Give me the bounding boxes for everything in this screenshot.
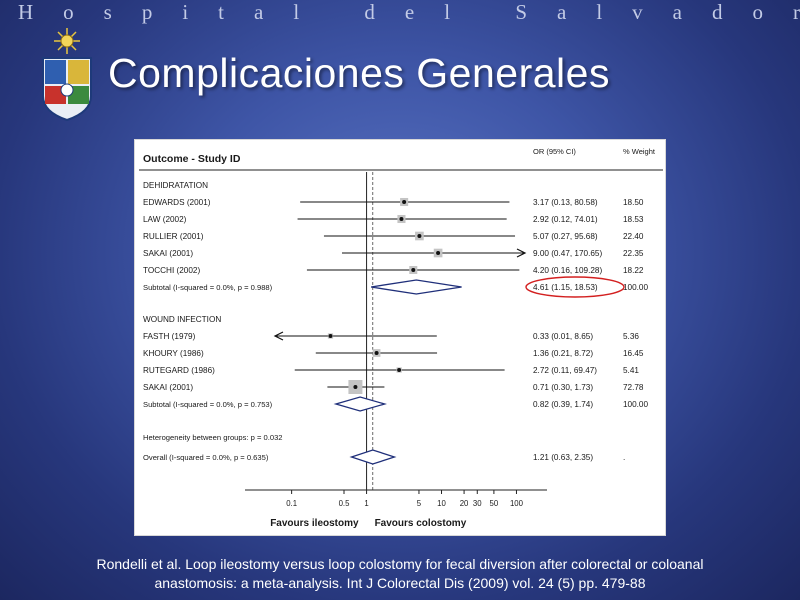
- study-1-2-point: [399, 217, 404, 221]
- study-1-5-or-ci: 4.20 (0.16, 109.28): [533, 266, 602, 275]
- study-2-4-weight: 72.78: [623, 383, 644, 392]
- subtotal-2-weight: 100.00: [623, 400, 648, 409]
- study-2-2-name: KHOURY (1986): [143, 349, 204, 358]
- study-1-1-weight: 18.50: [623, 198, 644, 207]
- citation-line-1: Rondelli et al. Loop ileostomy versus lo…: [96, 556, 704, 572]
- overall-weight: .: [623, 453, 625, 462]
- study-2-4-or-ci: 0.71 (0.30, 1.73): [533, 383, 593, 392]
- study-1-4-weight: 22.35: [623, 249, 644, 258]
- x-tick-label-2: 0.5: [339, 499, 351, 508]
- study-1-1-name: EDWARDS (2001): [143, 198, 211, 207]
- subtotal-1-weight: 100.00: [623, 283, 648, 292]
- header-weight: % Weight: [623, 147, 656, 156]
- citation: Rondelli et al. Loop ileostomy versus lo…: [40, 555, 760, 593]
- study-2-1-weight: 5.36: [623, 332, 639, 341]
- study-1-5-weight: 18.22: [623, 266, 644, 275]
- study-1-2-or-ci: 2.92 (0.12, 74.01): [533, 215, 598, 224]
- x-tick-label-9: 100: [510, 499, 524, 508]
- study-1-4-ci-arrow-right: [516, 248, 527, 258]
- page-title: Complicaciones Generales: [108, 50, 610, 96]
- study-2-1-ci-arrow-left: [273, 331, 284, 341]
- study-2-4-name: SAKAI (2001): [143, 383, 193, 392]
- x-tick-label-6: 20: [460, 499, 469, 508]
- group-label-2: WOUND INFECTION: [143, 315, 221, 324]
- forest-plot-panel: Outcome - Study ID OR (95% CI) % Weight DEH…: [134, 139, 666, 536]
- study-2-1-or-ci: 0.33 (0.01, 8.65): [533, 332, 593, 341]
- university-crest-icon: [42, 28, 92, 122]
- overall-or-ci: 1.21 (0.63, 2.35): [533, 453, 593, 462]
- study-1-4-name: SAKAI (2001): [143, 249, 193, 258]
- study-2-2-point: [374, 351, 379, 355]
- x-label-left: Favours ileostomy: [270, 518, 359, 529]
- forest-plot: Outcome - Study ID OR (95% CI) % Weight DEH…: [139, 147, 663, 529]
- study-1-4-point: [436, 251, 441, 255]
- overall-label: Overall (I-squared = 0.0%, p = 0.635): [143, 453, 269, 462]
- study-1-3-weight: 22.40: [623, 232, 644, 241]
- subtotal-2-label: Subtotal (I-squared = 0.0%, p = 0.753): [143, 400, 273, 409]
- study-2-3-point: [397, 368, 402, 372]
- study-2-1-point: [328, 334, 333, 338]
- subtotal-1-or-ci: 4.61 (1.15, 18.53): [533, 283, 598, 292]
- study-1-1-or-ci: 3.17 (0.13, 80.58): [533, 198, 598, 207]
- study-1-3-point: [417, 234, 422, 238]
- study-2-3-weight: 5.41: [623, 366, 639, 375]
- x-label-right: Favours colostomy: [375, 518, 467, 529]
- study-1-3-or-ci: 5.07 (0.27, 95.68): [533, 232, 598, 241]
- subtotal-1-label: Subtotal (I-squared = 0.0%, p = 0.988): [143, 283, 273, 292]
- x-tick-label-8: 50: [490, 499, 499, 508]
- study-1-2-name: LAW (2002): [143, 215, 187, 224]
- overall-diamond: [349, 449, 397, 465]
- heterogeneity-text: Heterogeneity between groups: p = 0.032: [143, 433, 283, 442]
- x-tick-label-3: 1: [364, 499, 368, 508]
- study-1-2-weight: 18.53: [623, 215, 644, 224]
- study-2-3-or-ci: 2.72 (0.11, 69.47): [533, 366, 597, 375]
- study-1-1-point: [402, 200, 407, 204]
- study-1-5-name: TOCCHI (2002): [143, 266, 200, 275]
- subtotal-1-diamond: [371, 279, 462, 295]
- x-tick-label-7: 30: [473, 499, 482, 508]
- x-tick-label-5: 10: [437, 499, 446, 508]
- x-tick-label-4: 5: [417, 499, 422, 508]
- subtotal-1-highlight-circle: [525, 276, 625, 298]
- subtotal-2-or-ci: 0.82 (0.39, 1.74): [533, 400, 593, 409]
- study-1-3-name: RULLIER (2001): [143, 232, 204, 241]
- header-or: OR (95% CI): [533, 147, 576, 156]
- header-study: Outcome - Study ID: [143, 153, 241, 165]
- x-tick-label-1: 0.1: [286, 499, 297, 508]
- hospital-name: Hospital del Salvador: [18, 0, 800, 24]
- study-1-4-or-ci: 9.00 (0.47, 170.65): [533, 249, 602, 258]
- study-1-5-point: [411, 268, 416, 272]
- citation-line-2: anastomosis: a meta-analysis. Int J Colo…: [154, 575, 646, 591]
- study-2-2-or-ci: 1.36 (0.21, 8.72): [533, 349, 593, 358]
- study-2-2-weight: 16.45: [623, 349, 644, 358]
- subtotal-2-diamond: [333, 396, 387, 412]
- study-2-1-name: FASTH (1979): [143, 332, 196, 341]
- study-2-3-name: RUTEGARD (1986): [143, 366, 215, 375]
- study-2-4-point: [353, 385, 358, 389]
- group-label-1: DEHIDRATATION: [143, 181, 208, 190]
